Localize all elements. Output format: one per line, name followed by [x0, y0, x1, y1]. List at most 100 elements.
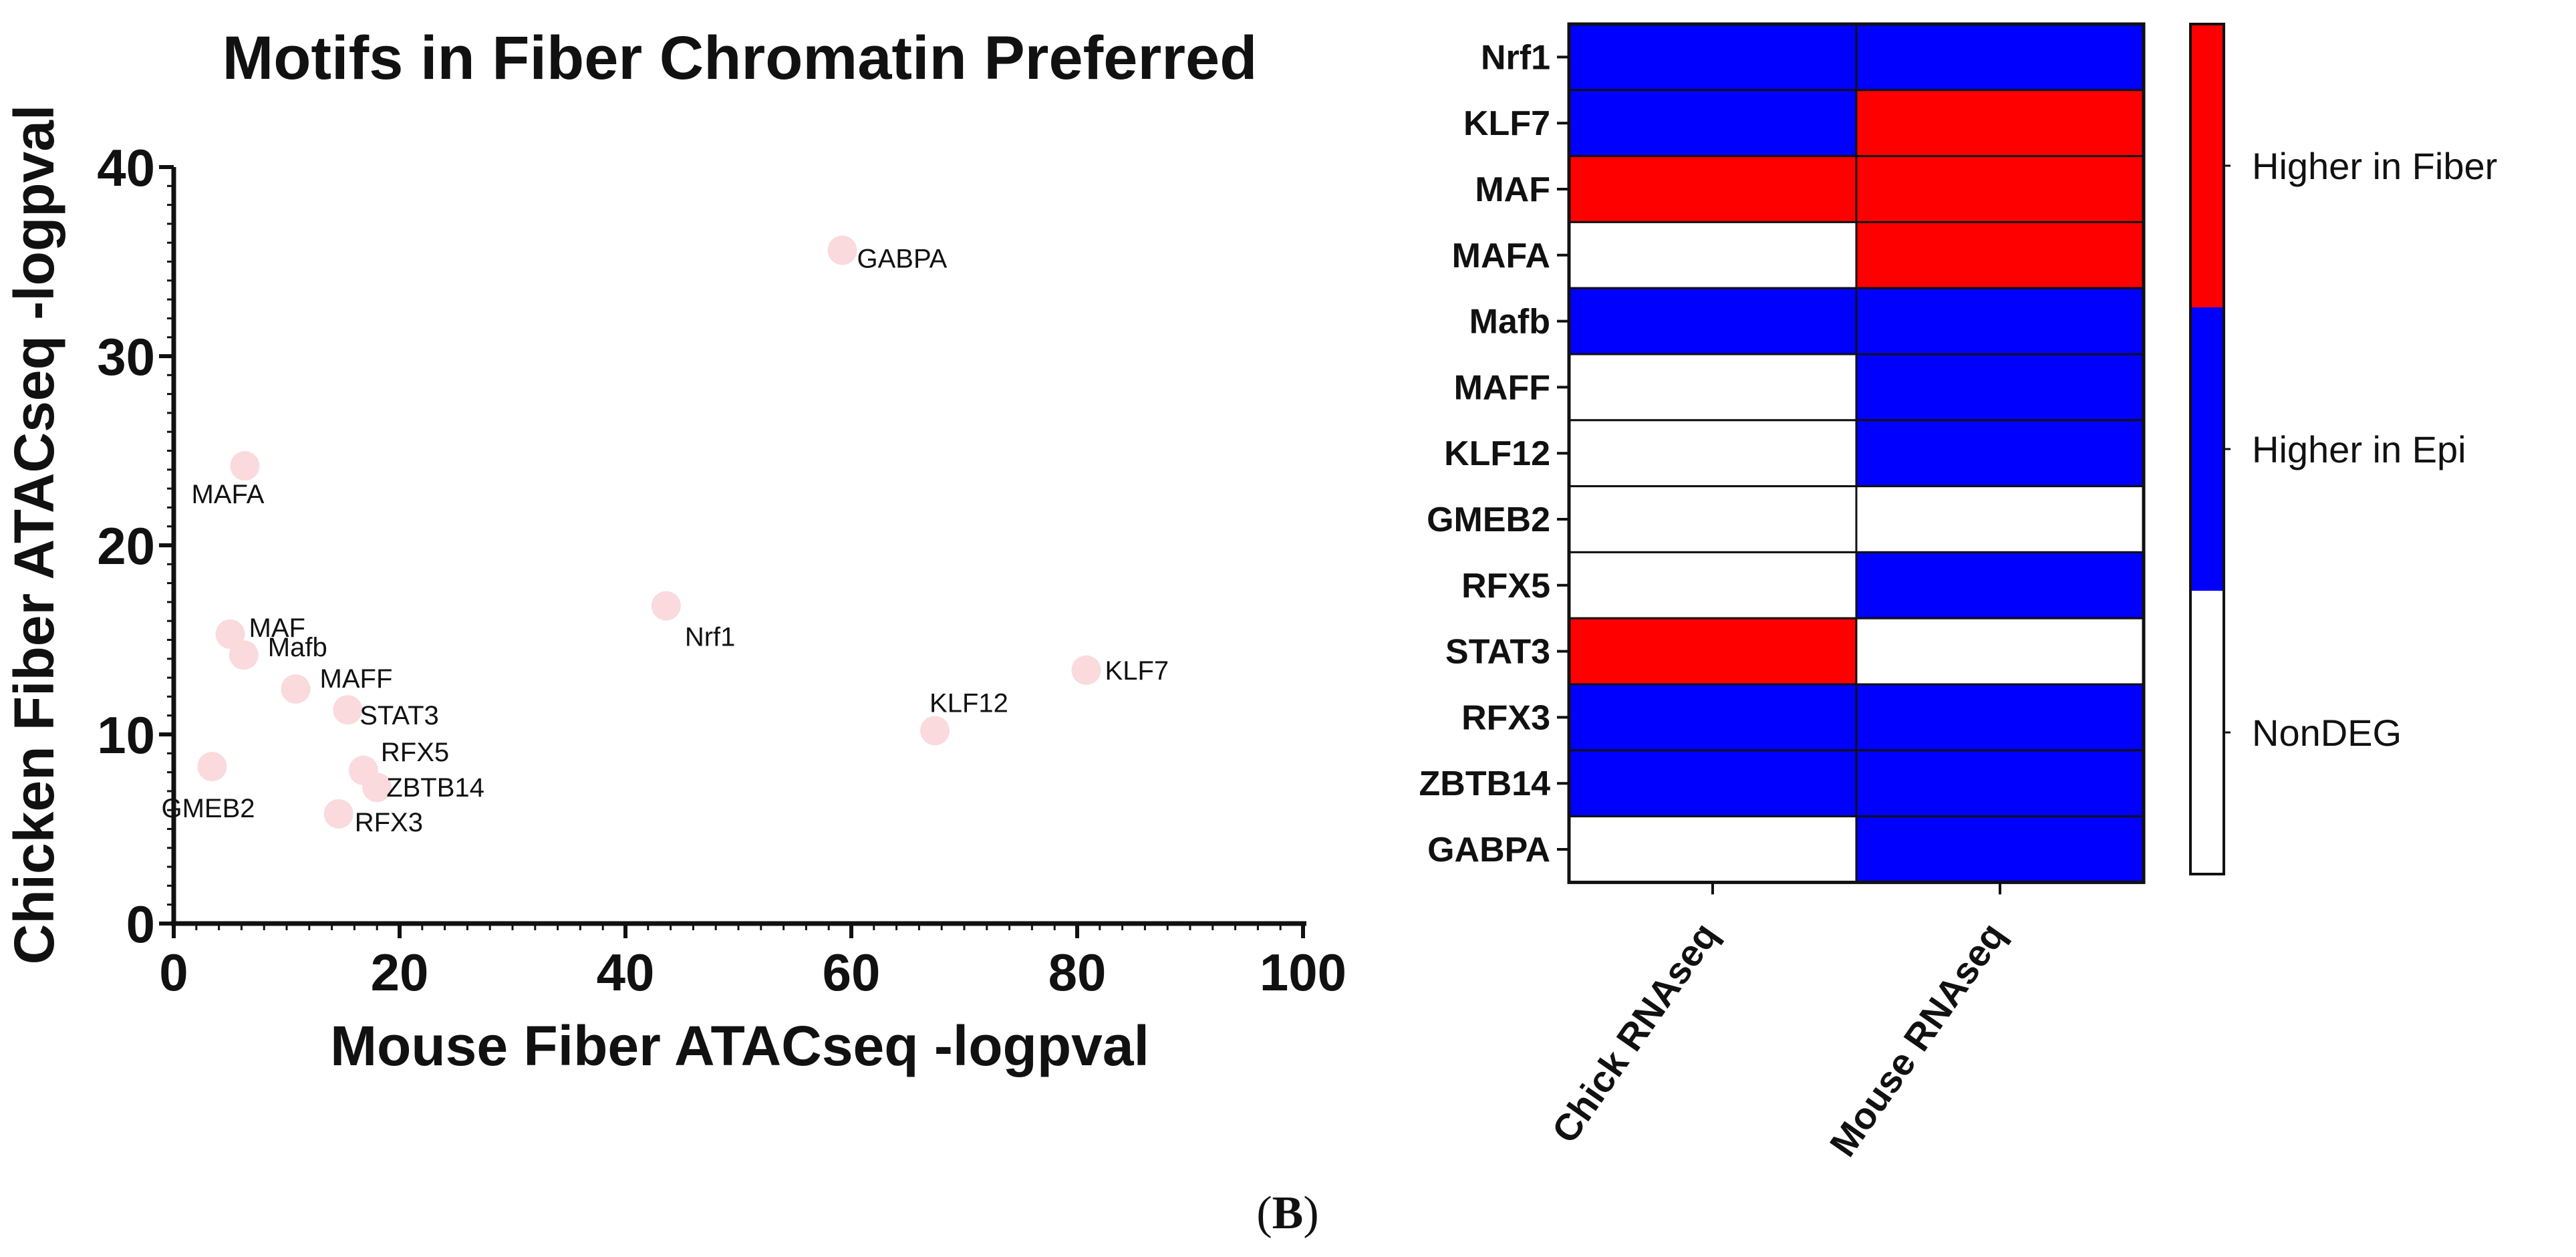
heatmap-cell	[1855, 683, 2145, 752]
scatter-point	[281, 674, 311, 704]
heatmap-row-label: RFX5	[1461, 567, 1550, 605]
scatter-point	[197, 752, 227, 782]
heatmap-cell	[1568, 221, 1858, 289]
legend-swatch	[2190, 591, 2224, 874]
heatmap-cell	[1568, 23, 1858, 92]
heatmap-cell	[1855, 23, 2145, 92]
y-tick-label: 0	[126, 895, 155, 954]
scatter-point-label: MAFA	[191, 480, 264, 509]
heatmap-cell	[1568, 155, 1858, 223]
scatter-point-label: KLF7	[1105, 656, 1169, 686]
y-tick-label: 20	[97, 517, 155, 575]
x-axis-title: Mouse Fiber ATACseq -logpval	[330, 1014, 1149, 1077]
heatmap-cell	[1568, 287, 1858, 356]
heatmap-cell	[1568, 683, 1858, 752]
heatmap-row-label: KLF7	[1463, 104, 1550, 143]
caption-panel-letter: B	[1272, 1188, 1304, 1239]
scatter-chart: Motifs in Fiber Chromatin Preferred 0 10 2…	[3, 24, 1346, 1077]
heatmap-cell	[1855, 551, 2145, 619]
heatmap-row-label: KLF12	[1444, 434, 1550, 473]
heatmap-cell	[1855, 287, 2145, 356]
heatmap-cell	[1568, 353, 1858, 422]
heatmap-row-label: Nrf1	[1481, 38, 1550, 77]
x-tick-label: 40	[597, 943, 655, 1002]
legend-label: Higher in Epi	[2252, 428, 2466, 470]
heatmap-legend: Higher in Fiber Higher in Epi NonDEG	[2189, 23, 2497, 875]
scatter-point-label: GMEB2	[161, 794, 255, 823]
heatmap-column-labels: Chick RNAseq Mouse RNAseq	[1544, 882, 2013, 1164]
heatmap-row-label: STAT3	[1445, 633, 1550, 672]
legend-border	[2189, 23, 2225, 875]
x-tick-label: 100	[1260, 943, 1346, 1002]
scatter-point	[229, 640, 259, 670]
heatmap-cell	[1568, 89, 1858, 158]
panel-caption: (B)	[1256, 1188, 1318, 1239]
scatter-points	[197, 235, 1101, 829]
heatmap-column-label: Mouse RNAseq	[1822, 915, 2013, 1164]
heatmap-cell	[1568, 551, 1858, 619]
heatmap-cell	[1855, 353, 2145, 422]
heatmap-row-label: RFX3	[1461, 698, 1550, 737]
heatmap-cell	[1855, 617, 2145, 686]
scatter-point-label: MAF	[249, 613, 305, 643]
heatmap-cell	[1855, 221, 2145, 289]
heatmap-row-label: GMEB2	[1427, 501, 1550, 539]
heatmap-row-label: MAF	[1475, 170, 1550, 209]
scatter-point-label: RFX5	[381, 738, 449, 767]
heatmap-cell	[1855, 815, 2145, 883]
scatter-title: Motifs in Fiber Chromatin Preferred	[223, 24, 1258, 92]
heatmap-cell	[1568, 419, 1858, 488]
x-tick-label: 20	[371, 943, 429, 1002]
scatter-point-label: Mafb	[268, 633, 327, 662]
scatter-point	[323, 799, 353, 829]
y-tick-label: 30	[97, 327, 155, 386]
heatmap-row-label: MAFA	[1452, 237, 1550, 275]
scatter-point-label: STAT3	[360, 701, 439, 730]
scatter-point-label: RFX3	[355, 808, 423, 837]
scatter-point	[651, 591, 681, 621]
heatmap-cell	[1568, 485, 1858, 553]
heatmap-cell	[1568, 749, 1858, 818]
heatmap-row-label: MAFF	[1454, 368, 1550, 407]
scatter-point-label: MAFF	[320, 664, 393, 694]
scatter-point-label: ZBTB14	[386, 773, 484, 803]
heatmap-column-label: Chick RNAseq	[1544, 915, 1726, 1150]
legend-label: NonDEG	[2252, 712, 2402, 754]
heatmap-cell	[1855, 155, 2145, 223]
heatmap-cell	[1568, 815, 1858, 883]
heatmap-cell	[1568, 617, 1858, 686]
scatter-point	[230, 451, 260, 481]
heatmap-row-labels: Nrf1 KLF7 MAF MAFA Mafb MAFF KLF12 GMEB2 RFX5 STA…	[1419, 38, 1569, 869]
heatmap-row-label: Mafb	[1469, 303, 1550, 341]
x-tick-label: 0	[159, 943, 188, 1002]
caption-open-paren: (	[1256, 1188, 1272, 1239]
legend-swatch	[2190, 24, 2224, 307]
scatter-point	[1071, 655, 1101, 685]
y-axis-title: Chicken Fiber ATACseq -logpval	[3, 105, 65, 965]
scatter-point	[215, 619, 245, 650]
scatter-point-label: KLF12	[929, 688, 1008, 718]
heatmap-chart: Nrf1 KLF7 MAF MAFA Mafb MAFF KLF12 GMEB2 RFX5 STA…	[1419, 22, 2497, 1164]
heatmap-row-label: ZBTB14	[1419, 764, 1551, 803]
caption-close-paren: )	[1303, 1188, 1318, 1239]
heatmap-cell	[1855, 89, 2145, 158]
scatter-point-label: Nrf1	[685, 623, 736, 652]
y-tick-label: 40	[97, 138, 155, 197]
legend-swatch	[2190, 307, 2224, 591]
scatter-point	[362, 773, 392, 803]
heatmap-cell	[1855, 749, 2145, 818]
heatmap-row-label: GABPA	[1427, 831, 1550, 869]
heatmap-cell	[1855, 419, 2145, 488]
scatter-point	[920, 716, 950, 746]
heatmap-cell	[1855, 485, 2145, 553]
x-tick-label: 80	[1048, 943, 1107, 1002]
x-tick-label: 60	[823, 943, 881, 1002]
scatter-point	[333, 695, 363, 725]
y-tick-label: 10	[97, 706, 155, 764]
legend-label: Higher in Fiber	[2252, 145, 2497, 187]
x-ticks: 0 20 40 60 80 100	[159, 924, 1346, 1002]
heatmap-cells	[1567, 22, 2146, 884]
scatter-point	[827, 235, 857, 265]
